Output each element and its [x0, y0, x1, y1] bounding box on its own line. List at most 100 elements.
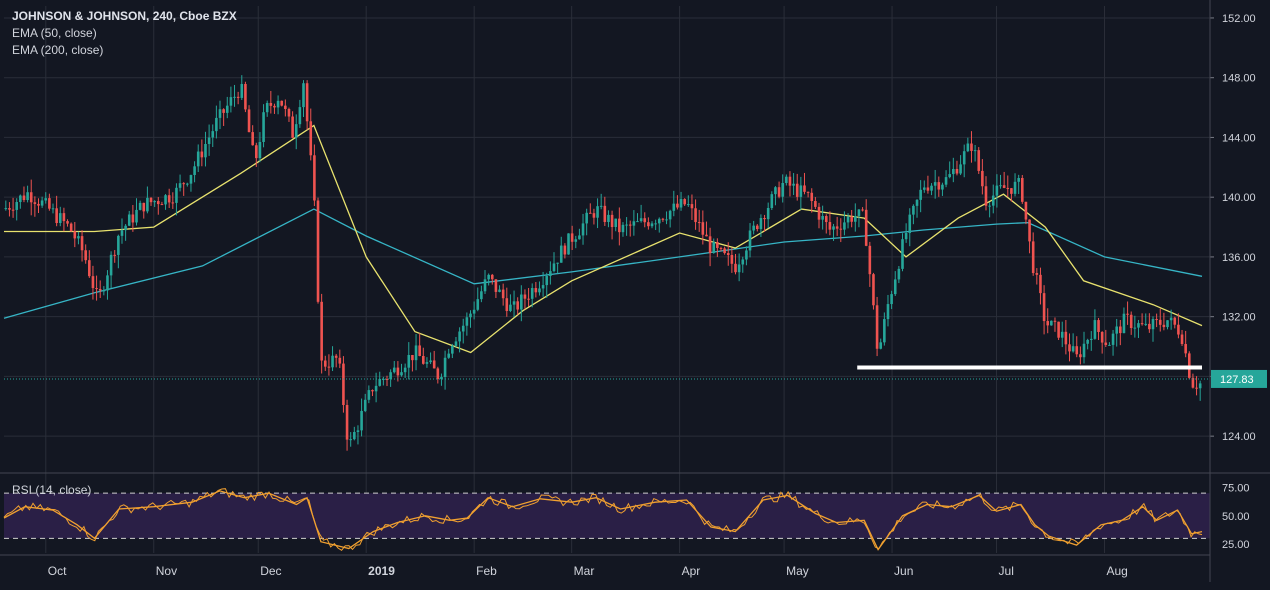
candle-body: [552, 263, 556, 272]
candle-body: [1100, 331, 1104, 343]
price-tick-label: 148.00: [1222, 73, 1256, 85]
candle-body: [1140, 323, 1144, 325]
candle-body: [835, 226, 839, 229]
candle-body: [810, 192, 814, 202]
candle-body: [618, 218, 621, 233]
candle-body: [48, 198, 51, 209]
candle-body: [454, 341, 458, 346]
candle-body: [11, 209, 15, 211]
candle-body: [872, 274, 875, 306]
time-tick-label: Oct: [48, 564, 67, 578]
candle-body: [353, 432, 356, 440]
candle-body: [440, 376, 443, 380]
candle-body: [494, 279, 498, 292]
candle-body: [407, 354, 411, 368]
candle-body: [498, 289, 501, 292]
candle-body: [40, 200, 44, 206]
candle-body: [345, 405, 349, 440]
time-axis: Oct Nov Dec 2019 Feb Mar Apr May Jun Jul Aug: [48, 564, 1128, 578]
candle-body: [338, 357, 342, 364]
candle-body: [447, 353, 451, 358]
candle-body: [153, 201, 156, 203]
candle-body: [588, 212, 592, 214]
candle-body: [414, 345, 418, 361]
candle-body: [955, 168, 959, 174]
candle-body: [1028, 219, 1031, 242]
candle-body: [425, 362, 429, 364]
candle-body: [106, 275, 109, 291]
candle-body: [559, 245, 563, 263]
candle-body: [883, 319, 886, 343]
candle-body: [745, 250, 748, 260]
candle-body: [367, 390, 371, 400]
candle-body: [156, 201, 160, 205]
candle-body: [795, 183, 799, 197]
candle-body: [1031, 241, 1035, 274]
candle-body: [912, 205, 915, 215]
candle-body: [113, 254, 117, 256]
candle-body: [138, 202, 142, 210]
candle-body: [861, 209, 864, 211]
candle-body: [886, 304, 890, 320]
candle-body: [527, 298, 530, 300]
candle-body: [904, 233, 908, 240]
rsi-group: [3, 488, 1210, 551]
chart-title: JOHNSON & JOHNSON, 240, Cboe BZX: [12, 9, 237, 23]
candle-body: [51, 208, 55, 210]
candle-body: [676, 203, 679, 208]
candle-body: [636, 221, 639, 223]
candle-body: [171, 202, 175, 204]
candle-body: [777, 187, 781, 197]
rsi-title: RSI (14, close): [12, 483, 92, 497]
candle-body: [1060, 331, 1064, 338]
candle-body: [828, 222, 832, 230]
candle-body: [392, 367, 396, 373]
time-tick-label: Jun: [894, 564, 913, 578]
candle-body: [1148, 323, 1151, 330]
candle-body: [821, 216, 824, 220]
candle-body: [719, 247, 723, 249]
rsi-band: [4, 493, 1210, 539]
candle-body: [218, 109, 222, 118]
candle-body: [294, 124, 298, 138]
candle-body: [799, 185, 803, 197]
candle-body: [1050, 320, 1053, 326]
candle-body: [385, 378, 389, 380]
candle-body: [429, 360, 432, 363]
candle-body: [4, 208, 8, 210]
candle-body: [356, 430, 360, 433]
candle-body: [1177, 324, 1180, 335]
candle-body: [88, 260, 91, 277]
candle-body: [58, 213, 62, 224]
candle-body: [193, 166, 196, 176]
candle-body: [204, 143, 207, 158]
candle-body: [785, 176, 788, 183]
candle-body: [1115, 326, 1118, 334]
candle-body: [723, 248, 726, 254]
candle-body: [741, 259, 745, 265]
candle-body: [654, 223, 657, 225]
candle-body: [854, 216, 857, 222]
candle-body: [269, 102, 273, 106]
candle-body: [342, 363, 345, 406]
candle-body: [933, 182, 937, 186]
price-tick-label: 124.00: [1222, 431, 1256, 443]
candle-body: [98, 289, 102, 291]
candle-body: [142, 202, 146, 212]
candle-body: [461, 325, 465, 332]
candle-body: [607, 214, 610, 222]
candle-body: [160, 204, 164, 206]
candle-body: [930, 185, 933, 191]
candle-body: [44, 198, 48, 201]
candle-body: [941, 184, 944, 190]
price-tick-label: 144.00: [1222, 132, 1256, 144]
candle-body: [69, 223, 73, 232]
candle-body: [1089, 338, 1093, 340]
candle-body: [8, 208, 11, 210]
candle-body: [490, 274, 494, 280]
candle-body: [708, 236, 712, 254]
candle-body: [29, 192, 33, 203]
candle-body: [505, 298, 509, 312]
candle-body: [182, 183, 185, 185]
candle-body: [1086, 339, 1089, 344]
